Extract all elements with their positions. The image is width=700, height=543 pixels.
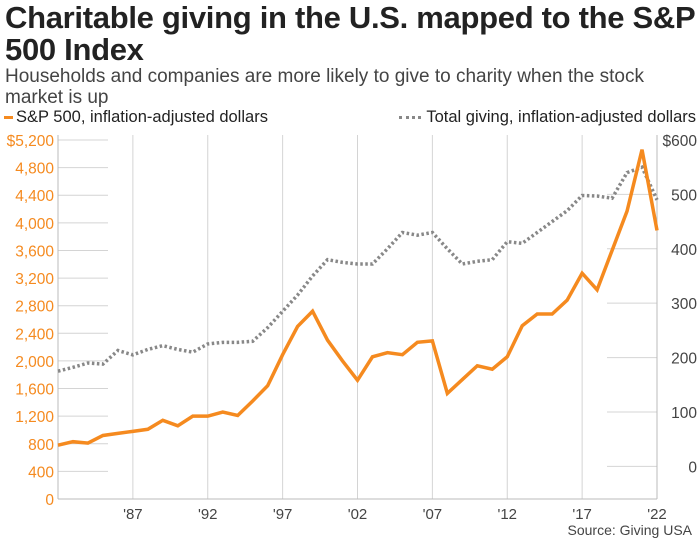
- right-tick-label: 0: [688, 459, 697, 476]
- right-tick-label: 400: [671, 242, 697, 259]
- giving-line: [57, 165, 659, 373]
- x-tick-label: '17: [572, 506, 592, 523]
- x-tick-label: '02: [348, 506, 368, 523]
- left-tick-label: 3,600: [15, 243, 54, 260]
- x-tick-label: '97: [273, 506, 293, 523]
- left-tick-label: 4,400: [15, 188, 54, 205]
- right-tick-label: 200: [671, 351, 697, 368]
- left-tick-label: 0: [45, 492, 54, 509]
- legend-swatch-solid: [4, 116, 13, 120]
- chart-title: Charitable giving in the U.S. mapped to …: [5, 0, 695, 67]
- x-tick-label: '22: [647, 506, 667, 523]
- x-tick-label: '07: [423, 506, 443, 523]
- legend-label-giving: Total giving, inflation-adjusted dollars: [426, 108, 696, 126]
- source-note: Source: Giving USA: [567, 522, 693, 538]
- left-tick-label: 2,800: [15, 299, 54, 316]
- right-tick-label: 100: [671, 405, 697, 422]
- right-tick-label: 300: [671, 296, 697, 313]
- left-tick-label: 4,800: [15, 161, 54, 178]
- left-tick-label: 4,000: [15, 216, 54, 233]
- legend-giving: Total giving, inflation-adjusted dollars: [399, 108, 696, 127]
- left-tick-label: 800: [28, 437, 54, 454]
- right-tick-label: 500: [671, 187, 697, 204]
- x-tick-label: '92: [198, 506, 218, 523]
- left-tick-label: 1,600: [15, 382, 54, 399]
- left-tick-label: 1,200: [15, 409, 54, 426]
- left-tick-label: 400: [28, 464, 54, 481]
- legend-sp500: S&P 500, inflation-adjusted dollars: [4, 108, 268, 127]
- left-tick-label: $5,200: [7, 133, 55, 150]
- x-tick-label: '87: [123, 506, 143, 523]
- chart-subtitle: Households and companies are more likely…: [5, 66, 644, 108]
- left-tick-label: 2,000: [15, 354, 54, 371]
- legend-label-sp500: S&P 500, inflation-adjusted dollars: [16, 108, 268, 126]
- legend-swatch-dotted: [399, 116, 422, 120]
- x-tick-label: '12: [497, 506, 517, 523]
- left-tick-label: 3,200: [15, 271, 54, 288]
- right-tick-label: $600: [663, 133, 698, 150]
- sp500-line: [57, 149, 659, 447]
- left-tick-label: 2,400: [15, 326, 54, 343]
